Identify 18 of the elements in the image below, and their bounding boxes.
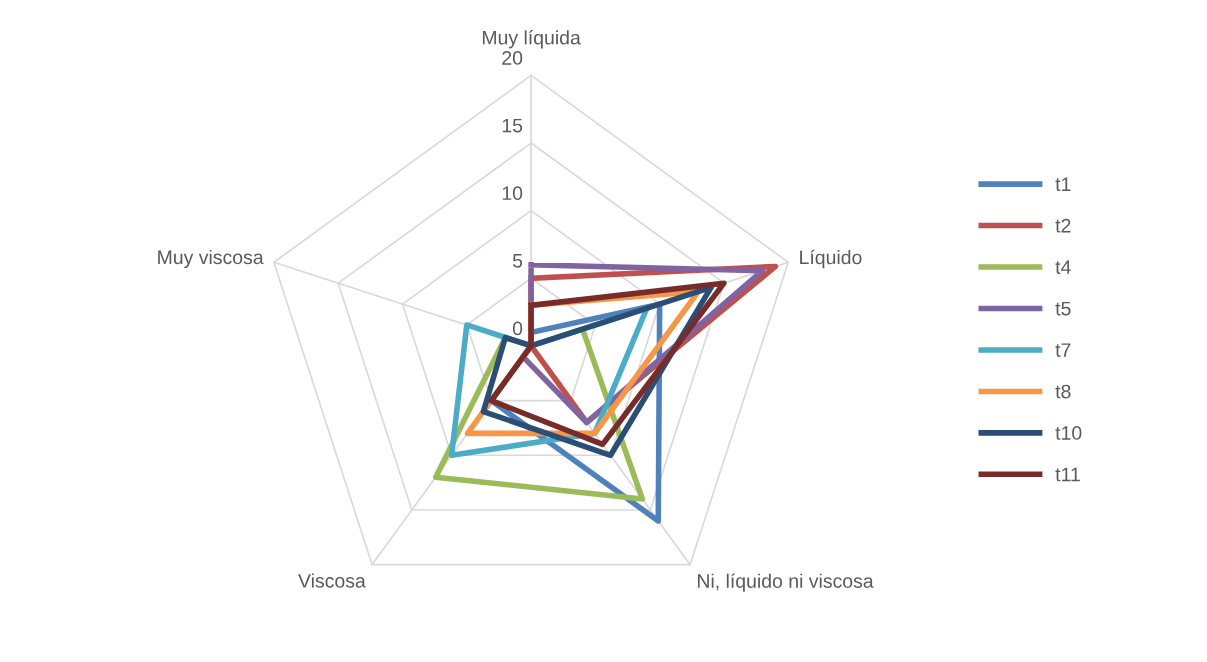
legend-label: t11 [1055,467,1080,482]
y-tick-label: 0 [512,321,523,336]
legend-label: t10 [1055,426,1082,440]
y-tick-label: 15 [502,118,523,133]
y-tick-label: 5 [512,254,523,268]
y-tick-label: 20 [502,51,523,65]
legend-label: t4 [1055,260,1071,274]
spoke-label: Muy viscosa [158,249,264,269]
legend-label: t8 [1055,384,1071,399]
spoke-label: Ni, líquido ni viscosa [697,573,874,592]
legend-label: t2 [1055,218,1071,233]
spoke-label: Viscosa [298,573,366,588]
legend-label: t5 [1055,301,1071,316]
legend-label: t7 [1055,343,1071,357]
spoke-label: Muy líquida [482,30,581,49]
legend-label: t1 [1055,177,1071,192]
y-tick-label: 10 [502,186,523,201]
spoke-label: Líquido [800,249,862,269]
